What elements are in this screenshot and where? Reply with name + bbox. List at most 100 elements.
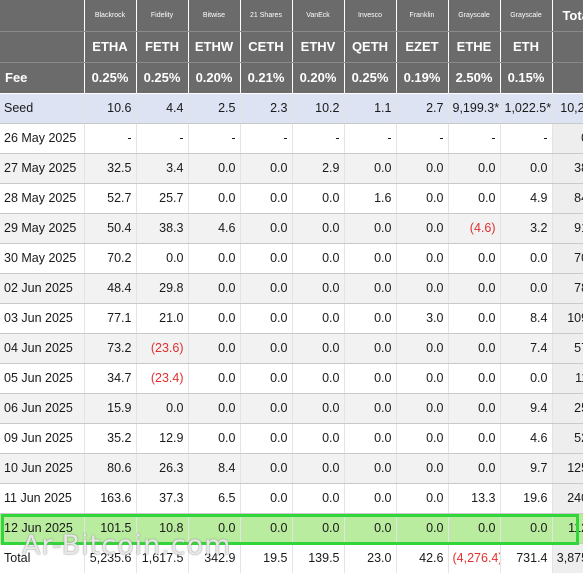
row-label: 12 Jun 2025 (0, 513, 85, 544)
flow-value: 80.6 (84, 453, 137, 484)
row-total: 10,255 (552, 93, 583, 124)
fee-label: Fee (0, 62, 85, 94)
flow-value: 0.0 (396, 453, 449, 484)
row-total: 112.3 (552, 513, 583, 544)
flow-value: 0.0 (292, 303, 345, 334)
flow-value: 0.0 (188, 183, 241, 214)
flow-value: 0.0 (500, 363, 553, 394)
flow-value: 0.0 (448, 183, 501, 214)
flow-value: 0.0 (188, 243, 241, 274)
flow-value: 0.0 (344, 453, 397, 484)
flow-value: 0.0 (396, 483, 449, 514)
fee-value: 0.20% (188, 62, 241, 94)
flow-value: 0.0 (292, 423, 345, 454)
flow-value: 0.0 (292, 363, 345, 394)
flow-value: 0.0 (448, 243, 501, 274)
flow-value: 0.0 (344, 153, 397, 184)
flow-value: 13.3 (448, 483, 501, 514)
flow-value: 35.2 (84, 423, 137, 454)
flow-value: 70.2 (84, 243, 137, 274)
row-label: 10 Jun 2025 (0, 453, 85, 484)
table-row: 04 Jun 2025 73.2 (23.6) 0.0 0.0 0.0 0.0 0.0 0.0 7… (0, 333, 583, 364)
flow-value: 0.0 (344, 483, 397, 514)
flow-value: 3.0 (396, 303, 449, 334)
row-label: 03 Jun 2025 (0, 303, 85, 334)
fee-value: 0.15% (500, 62, 553, 94)
flow-value: 0.0 (292, 273, 345, 304)
flow-value: 0.0 (292, 483, 345, 514)
flow-value: 0.0 (292, 183, 345, 214)
flow-value: 0.0 (396, 273, 449, 304)
flow-value: 0.0 (448, 453, 501, 484)
flow-value: 0.0 (292, 393, 345, 424)
flow-value: 0.0 (448, 333, 501, 364)
row-total: 0.0 (552, 123, 583, 154)
row-total: 109.5 (552, 303, 583, 334)
flow-value: 0.0 (448, 513, 501, 544)
flow-value: 12.9 (136, 423, 189, 454)
flow-value: 0.0 (292, 243, 345, 274)
row-label: 05 Jun 2025 (0, 363, 85, 394)
table-row: 26 May 2025---------0.0 (0, 123, 583, 154)
flow-value: 101.5 (84, 513, 137, 544)
flow-value: - (500, 123, 553, 154)
row-total: 3,875.3 (552, 543, 583, 573)
flow-value: 0.0 (448, 153, 501, 184)
ticker-symbol: QETH (344, 31, 397, 63)
flow-value: 0.0 (240, 243, 293, 274)
flow-value: 0.0 (240, 453, 293, 484)
issuer-header-blank (0, 0, 85, 32)
flow-value: 37.3 (136, 483, 189, 514)
flow-value: - (240, 123, 293, 154)
flow-value: 0.0 (344, 273, 397, 304)
flow-value: 0.0 (344, 423, 397, 454)
flow-value: 1.6 (344, 183, 397, 214)
flow-value: (4,276.4) (448, 543, 501, 573)
flow-value: 0.0 (396, 513, 449, 544)
flow-value: 2.5 (188, 93, 241, 124)
flow-value: 0.0 (396, 333, 449, 364)
fee-value: 0.19% (396, 62, 449, 94)
fee-total-blank (552, 62, 583, 94)
row-total: 52.7 (552, 423, 583, 454)
flow-value: 77.1 (84, 303, 137, 334)
flow-value: 3.2 (500, 213, 553, 244)
flow-value: - (84, 123, 137, 154)
table-row: 10 Jun 2025 80.6 26.3 8.4 0.0 0.0 0.0 0.0 0.0 9.7… (0, 453, 583, 484)
flow-value: 19.6 (500, 483, 553, 514)
flow-value: 731.4 (500, 543, 553, 573)
ticker-total-blank (552, 31, 583, 63)
flow-value: 0.0 (448, 393, 501, 424)
flow-value: 0.0 (448, 423, 501, 454)
table-row: 28 May 2025 52.7 25.7 0.0 0.0 0.0 1.6 0.0 0.0 4.9… (0, 183, 583, 214)
flow-value: 0.0 (448, 303, 501, 334)
issuer-name: Grayscale (500, 0, 553, 32)
row-label: 02 Jun 2025 (0, 273, 85, 304)
flow-value: 0.0 (240, 513, 293, 544)
flow-value: 50.4 (84, 213, 137, 244)
flow-value: 0.0 (344, 213, 397, 244)
flow-value: 32.5 (84, 153, 137, 184)
row-label: 30 May 2025 (0, 243, 85, 274)
ticker-symbol: CETH (240, 31, 293, 63)
ticker-symbol: ETHW (188, 31, 241, 63)
seed-row: Seed 10.6 4.4 2.5 2.3 10.2 1.1 2.7 9,199.3* 1,022… (0, 93, 583, 124)
table-row: 02 Jun 2025 48.4 29.8 0.0 0.0 0.0 0.0 0.0 0.0 0.0… (0, 273, 583, 304)
fee-value: 0.25% (84, 62, 137, 94)
flow-value: 38.3 (136, 213, 189, 244)
issuer-name: Franklin (396, 0, 449, 32)
flow-value: 29.8 (136, 273, 189, 304)
flow-value: 0.0 (188, 513, 241, 544)
fee-row: Fee 0.25% 0.25% 0.20% 0.21% 0.20% 0.25% 0.19% 2.… (0, 62, 583, 94)
flow-value: 0.0 (240, 363, 293, 394)
flow-value: 0.0 (396, 363, 449, 394)
flow-value: 9,199.3* (448, 93, 501, 124)
flow-value: 0.0 (396, 183, 449, 214)
table-row: 30 May 2025 70.2 0.0 0.0 0.0 0.0 0.0 0.0 0.0 0.0 7… (0, 243, 583, 274)
row-label: 09 Jun 2025 (0, 423, 85, 454)
flow-value: (4.6) (448, 213, 501, 244)
ticker-symbol: ETHE (448, 31, 501, 63)
ticker-header-blank (0, 31, 85, 63)
flow-value: 1,022.5* (500, 93, 553, 124)
